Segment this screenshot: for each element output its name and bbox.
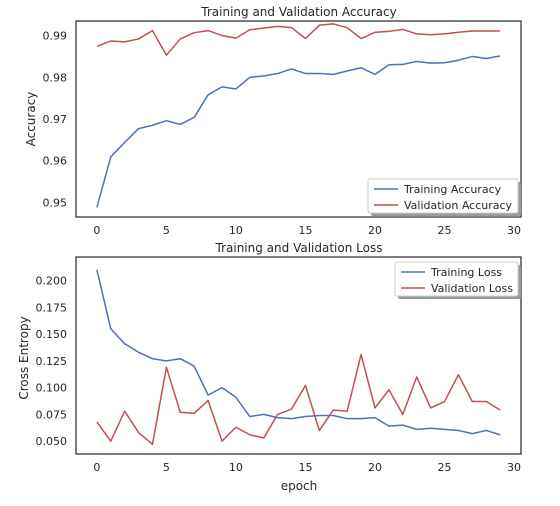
loss-legend-entry-1: Training Loss: [430, 266, 502, 279]
accuracy-y-tick-label: 0.96: [43, 155, 68, 168]
loss-x-tick-label: 5: [163, 461, 170, 474]
loss-y-tick-label: 0.175: [36, 301, 68, 314]
loss-x-tick-label: 25: [438, 461, 452, 474]
accuracy-x-tick-label: 0: [93, 224, 100, 237]
loss-legend-frame: [394, 261, 519, 297]
loss-x-axis-label: epoch: [281, 479, 318, 493]
accuracy-series-line-2: [96, 23, 501, 56]
accuracy-x-tick-label: 30: [507, 224, 521, 237]
loss-y-axis-label: Cross Entropy: [17, 316, 31, 399]
accuracy-x-tick-label: 25: [438, 224, 452, 237]
loss-x-tick-label: 30: [507, 461, 521, 474]
loss-y-axis: 0.050 0.075 0.100 0.125 0.150 0.175 0.200: [36, 275, 68, 449]
accuracy-x-tick-label: 20: [368, 224, 382, 237]
accuracy-plot-area: [75, 20, 522, 218]
accuracy-x-axis: 0 5 10 15 20 25 30: [93, 224, 521, 237]
loss-x-tick-label: 20: [368, 461, 382, 474]
loss-x-tick-label: 15: [298, 461, 312, 474]
accuracy-series-line-1: [96, 55, 501, 208]
accuracy-y-tick-label: 0.95: [43, 196, 68, 209]
accuracy-legend-entry-1: Training Accuracy: [403, 183, 502, 196]
loss-y-tick-label: 0.150: [36, 328, 68, 341]
loss-legend-entry-2: Validation Loss: [431, 282, 513, 295]
loss-plot-area: [75, 256, 522, 455]
accuracy-chart-title: Training and Validation Accuracy: [200, 5, 396, 19]
accuracy-chart: Training and Validation Accuracy 0 5 10 15 2…: [24, 5, 522, 237]
accuracy-x-tick-label: 5: [163, 224, 170, 237]
loss-chart-marks: [96, 269, 501, 446]
loss-series-line-1: [96, 269, 501, 436]
loss-x-tick-label: 10: [229, 461, 243, 474]
loss-y-tick-label: 0.075: [36, 408, 68, 421]
accuracy-y-axis-label: Accuracy: [24, 92, 38, 147]
accuracy-legend: Training Accuracy Validation Accuracy: [367, 178, 521, 216]
accuracy-y-tick-label: 0.99: [43, 30, 68, 43]
loss-series-line-2: [96, 353, 501, 446]
loss-chart-title: Training and Validation Loss: [215, 241, 383, 255]
accuracy-y-tick-label: 0.98: [43, 71, 68, 84]
accuracy-chart-marks: [96, 23, 501, 208]
accuracy-legend-entry-2: Validation Accuracy: [404, 199, 513, 212]
accuracy-x-tick-label: 10: [229, 224, 243, 237]
accuracy-x-tick-label: 15: [298, 224, 312, 237]
loss-y-tick-label: 0.200: [36, 275, 68, 288]
loss-y-tick-label: 0.125: [36, 355, 68, 368]
accuracy-y-tick-label: 0.97: [43, 113, 68, 126]
accuracy-y-axis: 0.95 0.96 0.97 0.98 0.99: [43, 30, 68, 210]
loss-chart: Training and Validation Loss 0 5 10 15 20 25 3…: [17, 241, 522, 493]
loss-y-tick-label: 0.100: [36, 382, 68, 395]
loss-x-axis: 0 5 10 15 20 25 30: [93, 461, 521, 474]
loss-y-tick-label: 0.050: [36, 435, 68, 448]
loss-legend: Training Loss Validation Loss: [394, 261, 521, 299]
accuracy-legend-frame: [367, 178, 519, 214]
loss-x-tick-label: 0: [93, 461, 100, 474]
